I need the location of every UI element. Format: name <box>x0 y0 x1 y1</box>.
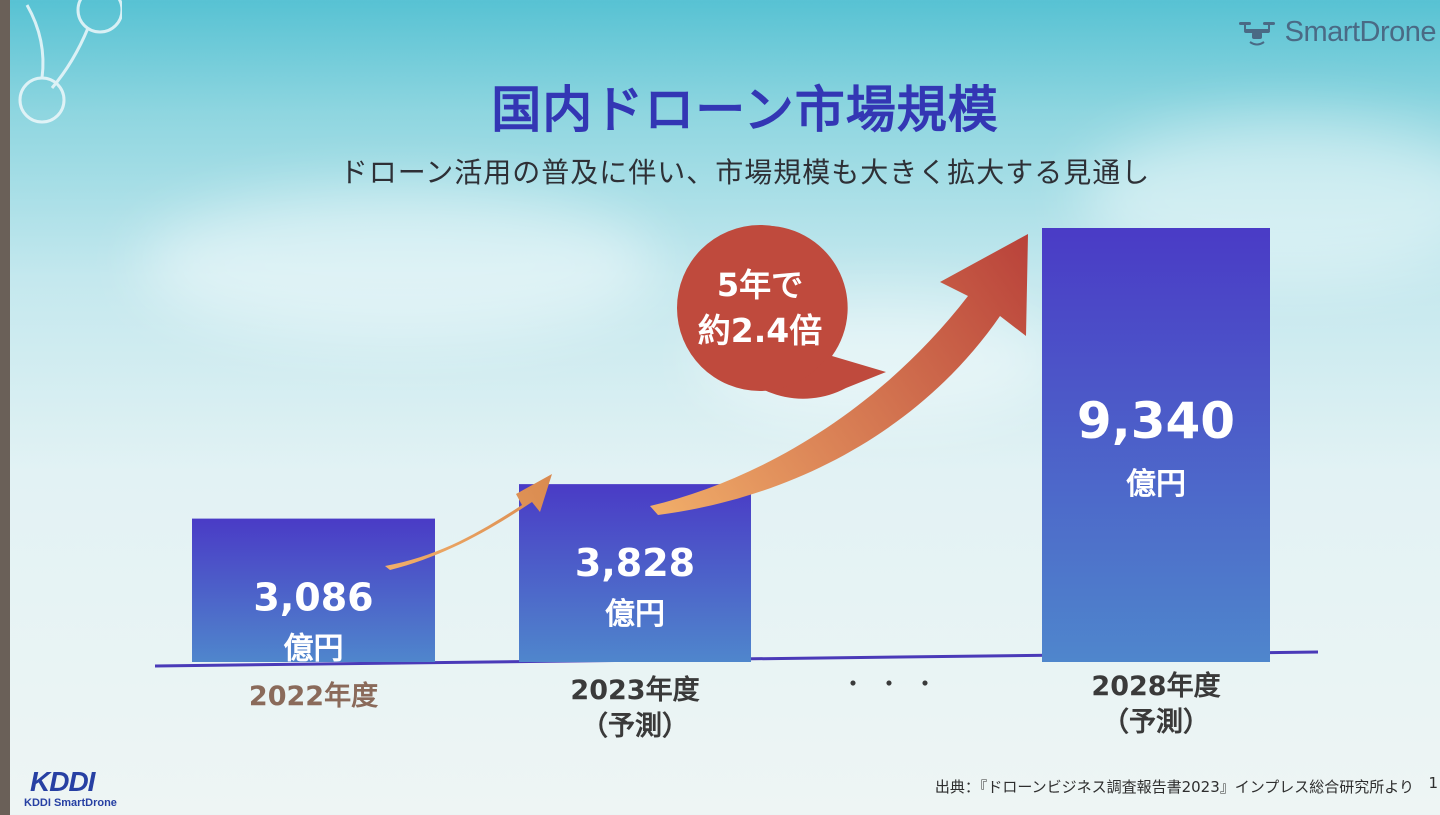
source-citation: 出典：『ドローンビジネス調査報告書2023』インプレス総合研究所より <box>934 778 1414 796</box>
bar-unit-label: 億円 <box>605 597 665 632</box>
x-tick-label: （予測） <box>581 711 689 742</box>
growth-arrow-large <box>650 234 1028 515</box>
axis-gap-ellipsis: ・・・ <box>841 670 949 698</box>
brand-name: SmartDrone <box>1284 16 1437 48</box>
slide-title: 国内ドローン市場規模 <box>491 81 999 139</box>
callout-text: 5年で <box>717 266 803 304</box>
bar-value-label: 9,340 <box>1077 392 1235 450</box>
x-tick-label: 2022年度 <box>249 680 378 712</box>
growth-arrow-small <box>385 474 552 570</box>
x-tick-label: 2023年度 <box>570 674 699 706</box>
bar-value-label: 3,828 <box>575 541 695 585</box>
bar <box>1042 228 1270 662</box>
background-cloud <box>140 190 660 340</box>
kddi-smartdrone-logo: KDDI KDDI SmartDrone <box>24 766 134 810</box>
kddi-logo-mark: KDDI <box>30 766 95 797</box>
bar-unit-label: 億円 <box>284 632 344 667</box>
bar <box>192 518 435 662</box>
x-tick-label: 2028年度 <box>1091 670 1220 702</box>
bar-value-label: 3,086 <box>253 576 373 620</box>
drone-icon <box>1238 21 1275 45</box>
bar-unit-label: 億円 <box>1126 467 1186 502</box>
kddi-logo-text: KDDI SmartDrone <box>24 797 117 809</box>
growth-callout-circle <box>677 225 843 391</box>
smartdrone-brand: SmartDrone <box>1237 16 1437 49</box>
callout-text: 約2.4倍 <box>698 311 822 350</box>
photo-frame-edge <box>0 0 10 815</box>
slide-subtitle: ドローン活用の普及に伴い、市場規模も大きく拡大する見通し <box>339 156 1151 189</box>
bar <box>519 484 751 662</box>
page-number: 1 <box>1428 774 1438 792</box>
drone-outline-decoration <box>18 0 122 124</box>
x-tick-label: （予測） <box>1102 707 1210 738</box>
